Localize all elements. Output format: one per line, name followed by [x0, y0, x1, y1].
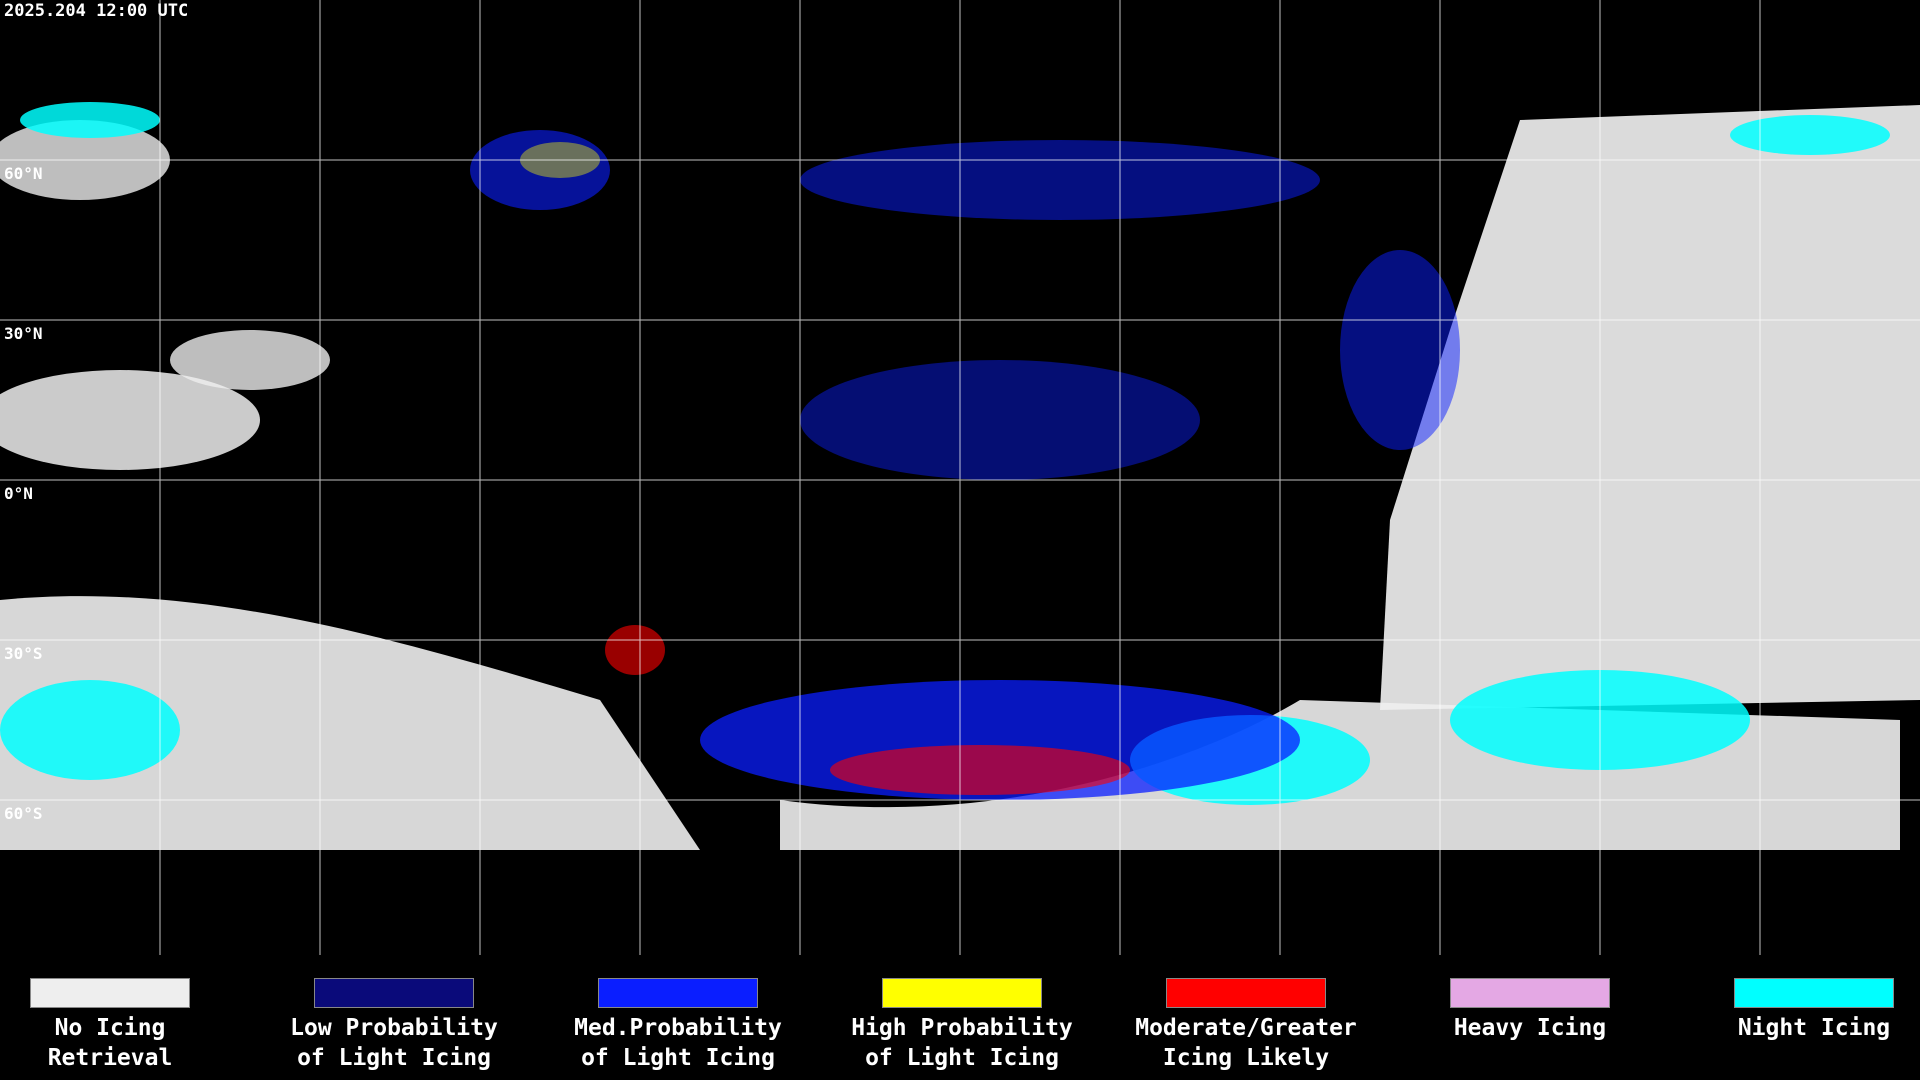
- legend-label-line: Icing Likely: [1162, 1045, 1330, 1071]
- legend-swatch: [882, 978, 1042, 1008]
- legend-item: Night Icing: [1689, 978, 1920, 1043]
- legend-item: High Probability of Light Icing: [837, 978, 1087, 1073]
- legend-item: Med.Probability of Light Icing: [553, 978, 803, 1073]
- legend-item: Heavy Icing: [1405, 978, 1655, 1043]
- legend-label-line: Heavy Icing: [1453, 1015, 1607, 1041]
- legend-swatch: [1734, 978, 1894, 1008]
- legend-label-line: Moderate/Greater: [1135, 1015, 1357, 1041]
- legend-label-line: No Icing: [54, 1015, 166, 1041]
- legend-label-line: of Light Icing: [297, 1045, 491, 1071]
- icing-areas: [470, 130, 1460, 800]
- legend-label-line: of Light Icing: [581, 1045, 775, 1071]
- legend-item: Moderate/Greater Icing Likely: [1121, 978, 1371, 1073]
- legend: No Icing Retrieval Low Probability of Light…: [0, 960, 1920, 1080]
- legend-label: Low Probability of Light Icing: [269, 1013, 519, 1073]
- legend-label-line: Med.Probability: [574, 1015, 782, 1041]
- legend-item: Low Probability of Light Icing: [269, 978, 519, 1073]
- latitude-label: 0°N: [4, 484, 33, 503]
- legend-swatch: [30, 978, 190, 1008]
- legend-label-line: Low Probability: [290, 1015, 498, 1041]
- legend-label: High Probability of Light Icing: [837, 1013, 1087, 1073]
- latitude-label: 60°N: [4, 164, 43, 183]
- legend-label: Med.Probability of Light Icing: [553, 1013, 803, 1073]
- legend-label: Heavy Icing: [1405, 1013, 1655, 1043]
- legend-label-line: Retrieval: [47, 1045, 173, 1071]
- graticule: [0, 0, 1920, 955]
- latitude-label: 30°N: [4, 324, 43, 343]
- latitude-label: 60°S: [4, 804, 43, 823]
- latitude-label: 30°S: [4, 644, 43, 663]
- legend-label-line: of Light Icing: [865, 1045, 1059, 1071]
- legend-item: No Icing Retrieval: [0, 978, 235, 1073]
- legend-label: Night Icing: [1689, 1013, 1920, 1043]
- legend-swatch: [1166, 978, 1326, 1008]
- legend-swatch: [314, 978, 474, 1008]
- legend-label: Moderate/Greater Icing Likely: [1121, 1013, 1371, 1073]
- timestamp: 2025.204 12:00 UTC: [4, 1, 189, 21]
- legend-label: No Icing Retrieval: [0, 1013, 235, 1073]
- night-icing-areas: [0, 102, 1890, 805]
- legend-swatch: [598, 978, 758, 1008]
- legend-swatch: [1450, 978, 1610, 1008]
- map: [0, 0, 1920, 955]
- legend-label-line: High Probability: [851, 1015, 1073, 1041]
- legend-label-line: Night Icing: [1737, 1015, 1891, 1041]
